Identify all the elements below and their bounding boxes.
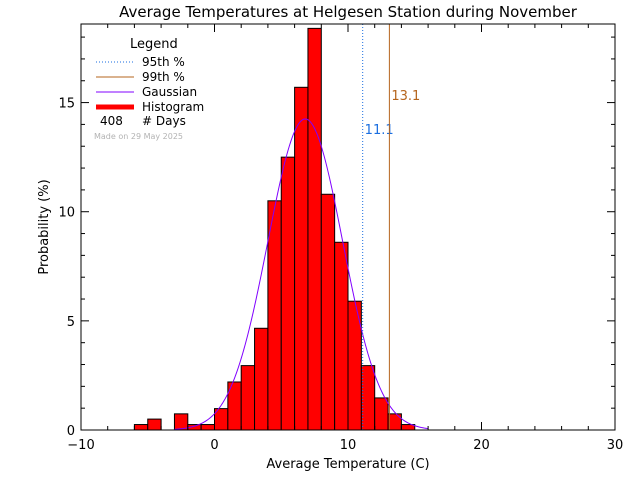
legend-95th-label: 95th % — [142, 55, 185, 69]
histogram-bar — [254, 327, 269, 431]
gaussian-curve — [174, 118, 429, 430]
x-tick-label: 20 — [473, 438, 490, 453]
chart-title: Average Temperatures at Helgesen Station… — [119, 3, 578, 21]
legend: Legend 95th % 99th % Gaussian Histogram … — [96, 37, 204, 128]
percentile-lines: 11.1 13.1 — [362, 24, 420, 430]
legend-gaussian-label: Gaussian — [142, 85, 197, 99]
gaussian-layer — [174, 118, 429, 430]
percentile-99-label: 13.1 — [391, 89, 420, 104]
histogram-bar — [267, 200, 282, 431]
y-axis-label: Probability (%) — [37, 179, 52, 274]
histogram-bar — [294, 86, 309, 431]
y-tick-label: 10 — [58, 206, 75, 221]
x-axis-label: Average Temperature (C) — [266, 457, 429, 472]
histogram-bar — [147, 418, 162, 431]
legend-days-count: 408 — [100, 114, 123, 128]
histogram-bar — [334, 241, 349, 431]
y-tick-label: 5 — [67, 315, 75, 330]
histogram-bar — [360, 365, 376, 431]
histogram-bar — [320, 193, 336, 431]
histogram-bar — [280, 156, 296, 431]
watermark: Made on 29 May 2025 — [94, 132, 183, 141]
legend-days-label: # Days — [142, 114, 186, 128]
legend-99th-label: 99th % — [142, 70, 185, 84]
percentile-95-label: 11.1 — [365, 123, 394, 138]
legend-title: Legend — [130, 37, 178, 52]
histogram-bar — [200, 424, 215, 431]
y-axis-ticks: 0 5 10 15 — [58, 36, 615, 439]
y-tick-label: 15 — [58, 97, 75, 112]
x-tick-label: 10 — [340, 438, 357, 453]
x-tick-label: −10 — [67, 438, 94, 453]
x-tick-label: 30 — [607, 438, 624, 453]
histogram-bar — [374, 397, 389, 431]
x-axis-ticks: −10 0 10 20 30 — [67, 24, 623, 453]
legend-histogram-label: Histogram — [142, 100, 204, 114]
histogram-bar — [307, 27, 322, 431]
histogram-bar — [133, 424, 149, 431]
histogram-bar — [240, 365, 256, 431]
y-tick-label: 0 — [67, 424, 75, 439]
histogram-bar — [173, 413, 189, 431]
x-tick-label: 0 — [210, 438, 218, 453]
histogram-bars — [133, 27, 416, 431]
